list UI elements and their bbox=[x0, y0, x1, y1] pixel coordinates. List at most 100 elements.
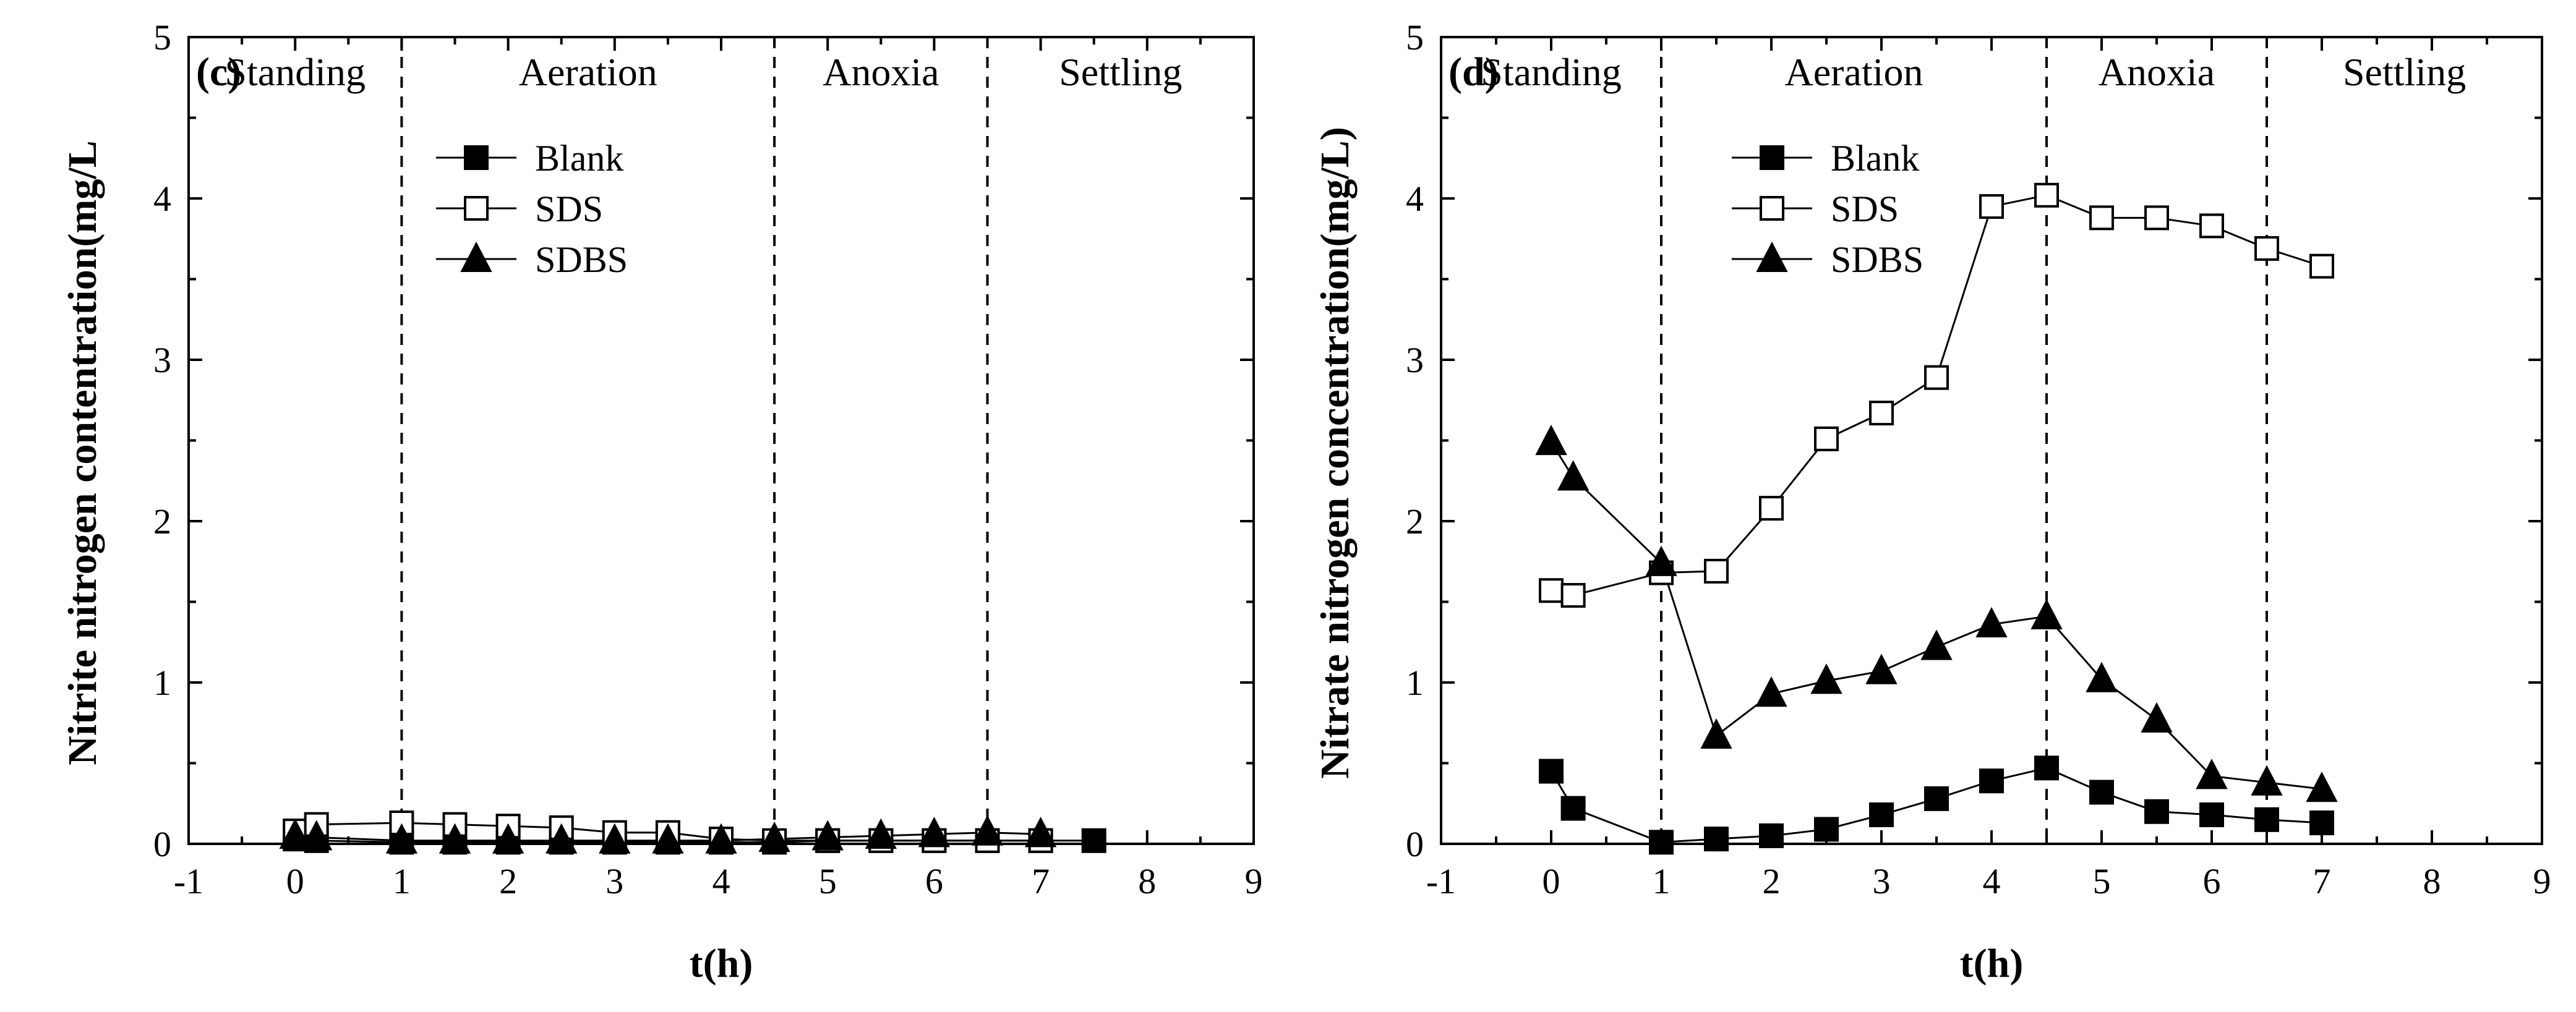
y-tick-label: 2 bbox=[1406, 501, 1424, 542]
x-tick-label: 6 bbox=[925, 861, 943, 901]
data-point bbox=[1535, 424, 1567, 456]
y-tick-label: 4 bbox=[153, 179, 171, 219]
x-tick-label: 6 bbox=[2203, 861, 2221, 901]
phase-label: Standing bbox=[1481, 50, 1622, 94]
data-point bbox=[2141, 702, 2173, 733]
data-point bbox=[2199, 802, 2224, 828]
data-point bbox=[811, 820, 844, 851]
data-point bbox=[2254, 807, 2279, 832]
data-point bbox=[2034, 182, 2059, 208]
data-point bbox=[1759, 823, 1784, 848]
legend-marker bbox=[464, 145, 489, 170]
y-tick-label: 5 bbox=[1406, 17, 1424, 57]
series-line bbox=[1551, 194, 2322, 597]
data-point bbox=[1810, 663, 1842, 694]
data-point bbox=[1979, 768, 2004, 794]
y-tick-label: 0 bbox=[1406, 824, 1424, 864]
y-tick-label: 3 bbox=[1406, 340, 1424, 380]
legend-label: Blank bbox=[1831, 138, 1919, 179]
data-point bbox=[1924, 365, 1949, 390]
y-axis-title: Nitrite nitrogen contentration(mg/L bbox=[60, 140, 105, 765]
phase-label: Aeration bbox=[519, 50, 657, 94]
data-point bbox=[599, 823, 631, 854]
data-point bbox=[1704, 827, 1729, 852]
phase-label: Standing bbox=[225, 50, 366, 94]
y-tick-label: 4 bbox=[1406, 179, 1424, 219]
x-tick-label: 9 bbox=[2533, 861, 2551, 901]
data-point bbox=[1979, 194, 2004, 219]
plot-frame bbox=[1440, 36, 2543, 845]
data-point bbox=[1081, 828, 1106, 853]
plot-frame bbox=[187, 36, 1255, 845]
y-tick-label: 3 bbox=[153, 340, 171, 380]
x-tick-label: 2 bbox=[499, 861, 517, 901]
data-point bbox=[1759, 496, 1784, 521]
x-tick-label: 4 bbox=[1983, 861, 2001, 901]
data-point bbox=[1560, 583, 1586, 608]
data-point bbox=[385, 823, 418, 854]
data-point bbox=[652, 823, 684, 854]
data-point bbox=[865, 818, 897, 849]
data-point bbox=[2199, 213, 2224, 239]
legend-marker bbox=[1756, 241, 1788, 272]
x-tick-label: 3 bbox=[1873, 861, 1891, 901]
y-tick-label: 1 bbox=[153, 663, 171, 703]
legend-marker bbox=[1760, 196, 1784, 221]
data-point bbox=[1704, 558, 1729, 584]
data-point bbox=[1645, 545, 1677, 576]
data-point bbox=[1560, 796, 1586, 821]
data-point bbox=[2034, 755, 2059, 781]
legend-marker bbox=[1760, 145, 1784, 170]
data-point bbox=[918, 817, 951, 848]
x-tick-label: 7 bbox=[1032, 861, 1050, 901]
x-tick-label: 2 bbox=[1763, 861, 1781, 901]
data-point bbox=[1755, 676, 1787, 707]
legend-marker bbox=[464, 196, 489, 221]
y-tick-label: 1 bbox=[1406, 663, 1424, 703]
x-tick-label: 3 bbox=[605, 861, 623, 901]
x-tick-label: 8 bbox=[2423, 861, 2441, 901]
legend-marker bbox=[460, 241, 492, 272]
data-point bbox=[705, 823, 737, 854]
legend-label: Blank bbox=[535, 138, 623, 179]
legend-label: SDS bbox=[1831, 189, 1899, 229]
x-tick-label: 5 bbox=[819, 861, 837, 901]
data-point bbox=[546, 823, 578, 854]
data-point bbox=[1649, 830, 1674, 855]
phase-label: Settling bbox=[1059, 50, 1182, 94]
data-point bbox=[1539, 759, 1564, 784]
data-point bbox=[971, 815, 1004, 846]
legend-label: SDBS bbox=[535, 239, 628, 280]
data-point bbox=[2309, 253, 2334, 279]
data-point bbox=[1814, 426, 1839, 451]
data-point bbox=[492, 823, 524, 854]
data-point bbox=[1869, 401, 1894, 426]
x-tick-label: 1 bbox=[1653, 861, 1671, 901]
data-point bbox=[2251, 765, 2283, 796]
data-point bbox=[758, 822, 790, 853]
data-point bbox=[1869, 802, 1894, 828]
data-point bbox=[439, 823, 471, 854]
data-point bbox=[1975, 606, 2008, 638]
data-point bbox=[1557, 460, 1590, 491]
x-tick-label: 5 bbox=[2093, 861, 2111, 901]
x-tick-label: 9 bbox=[1245, 861, 1263, 901]
data-point bbox=[1024, 817, 1057, 848]
data-point bbox=[2144, 205, 2169, 231]
panel-letter: (d) bbox=[1448, 49, 1499, 95]
x-tick-label: 1 bbox=[393, 861, 411, 901]
data-point bbox=[2306, 772, 2338, 802]
y-axis-title: Nitrate nitrogen concentration(mg/L) bbox=[1312, 127, 1358, 779]
data-point bbox=[1924, 786, 1949, 811]
x-tick-label: 8 bbox=[1138, 861, 1156, 901]
data-point bbox=[2030, 598, 2063, 629]
data-point bbox=[2196, 759, 2228, 789]
data-point bbox=[279, 818, 311, 849]
legend-label: SDS bbox=[535, 189, 603, 229]
data-point bbox=[2254, 236, 2279, 261]
data-point bbox=[1814, 817, 1839, 842]
phase-label: Aeration bbox=[1785, 50, 1923, 94]
